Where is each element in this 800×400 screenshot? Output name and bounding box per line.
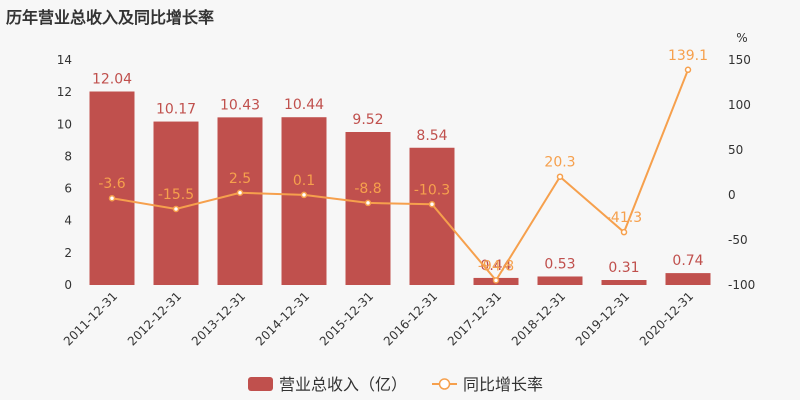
- x-tick-label: 2017-12-31: [445, 289, 504, 348]
- bar-data-label: 10.43: [220, 97, 260, 113]
- y-right-tick-label: 100: [728, 98, 751, 112]
- bar-data-label: 0.31: [608, 260, 639, 276]
- y-left-tick-label: 6: [64, 182, 72, 196]
- growth-line: [111, 69, 689, 283]
- y-right-axis: -100 -50 0 50 100 150: [728, 53, 755, 292]
- y-right-unit-label: %: [736, 31, 747, 45]
- y-right-tick-label: 150: [728, 53, 751, 67]
- y-left-tick-label: 12: [57, 85, 72, 99]
- y-right-tick-label: -50: [728, 233, 748, 247]
- line-point[interactable]: [684, 66, 692, 74]
- y-right-tick-label: 0: [728, 188, 736, 202]
- line-data-label: 2.5: [229, 171, 251, 187]
- y-left-tick-label: 8: [64, 149, 72, 163]
- line-point[interactable]: [492, 277, 500, 284]
- line-point[interactable]: [620, 228, 628, 236]
- x-tick-label: 2013-12-31: [189, 289, 248, 348]
- y-left-tick-label: 10: [57, 117, 72, 131]
- y-right-tick-label: 50: [728, 143, 743, 157]
- x-tick-label: 2015-12-31: [317, 289, 376, 348]
- line-data-label: -41.3: [606, 210, 642, 226]
- y-left-tick-label: 0: [64, 278, 72, 292]
- y-left-axis: 0 2 4 6 8 10 12 14: [57, 53, 72, 292]
- line-point[interactable]: [108, 194, 116, 202]
- x-tick-label: 2020-12-31: [637, 289, 696, 348]
- bar[interactable]: [281, 117, 327, 285]
- x-tick-label: 2016-12-31: [381, 289, 440, 348]
- line-point[interactable]: [300, 191, 308, 199]
- bar-data-label: 10.44: [284, 97, 324, 113]
- bar[interactable]: [345, 132, 391, 285]
- bar-data-label: 8.54: [416, 128, 447, 144]
- line-data-label: 139.1: [668, 48, 708, 64]
- bar-data-label: 10.17: [156, 102, 196, 118]
- y-left-tick-label: 4: [64, 214, 72, 228]
- bar-data-label: 0.53: [544, 256, 575, 272]
- line-point[interactable]: [236, 189, 244, 196]
- y-left-tick-label: 2: [64, 246, 72, 260]
- legend-line-marker: [438, 378, 451, 390]
- legend: 营业总收入（亿） 同比增长率: [248, 375, 543, 394]
- x-tick-label: 2011-12-31: [61, 289, 120, 348]
- line-data-label: -8.8: [354, 181, 381, 197]
- line-point[interactable]: [364, 199, 372, 207]
- line-data-label: -10.3: [414, 182, 450, 198]
- legend-bar-swatch: [248, 377, 273, 391]
- bar[interactable]: [601, 280, 647, 285]
- line-point[interactable]: [172, 205, 180, 213]
- legend-bar-label: 营业总收入（亿）: [279, 375, 407, 394]
- line-series: -3.6 -15.5 2.5 0.1 -8.8 -10.3 -94.8 20.3 -41.3 13…: [98, 48, 708, 284]
- line-data-label: -3.6: [98, 176, 125, 192]
- bar[interactable]: [217, 117, 263, 285]
- bar[interactable]: [89, 91, 135, 286]
- line-data-label: 20.3: [544, 155, 575, 171]
- x-tick-label: 2019-12-31: [573, 289, 632, 348]
- bar[interactable]: [409, 147, 455, 285]
- line-data-label: 0.1: [293, 173, 315, 189]
- line-point[interactable]: [428, 201, 436, 208]
- bar-series: [89, 91, 711, 286]
- x-tick-label: 2012-12-31: [125, 289, 184, 348]
- bar-data-label: 12.04: [92, 72, 132, 88]
- bar-data-label: 9.52: [352, 112, 383, 128]
- bar-data-label: 0.74: [672, 253, 703, 269]
- bar[interactable]: [537, 276, 583, 285]
- legend-line-label: 同比增长率: [463, 375, 543, 394]
- y-right-tick-label: -100: [728, 278, 755, 292]
- line-data-label: -94.8: [478, 258, 514, 274]
- line-data-label: -15.5: [158, 187, 194, 203]
- x-tick-label: 2018-12-31: [509, 289, 568, 348]
- x-tick-label: 2014-12-31: [253, 289, 312, 348]
- x-axis: 2011-12-31 2012-12-31 2013-12-31 2014-12-31…: [61, 289, 696, 348]
- bar[interactable]: [665, 273, 711, 285]
- line-point[interactable]: [556, 173, 564, 180]
- bar[interactable]: [153, 121, 199, 285]
- y-left-tick-label: 14: [57, 53, 72, 67]
- chart-title: 历年营业总收入及同比增长率: [6, 8, 215, 27]
